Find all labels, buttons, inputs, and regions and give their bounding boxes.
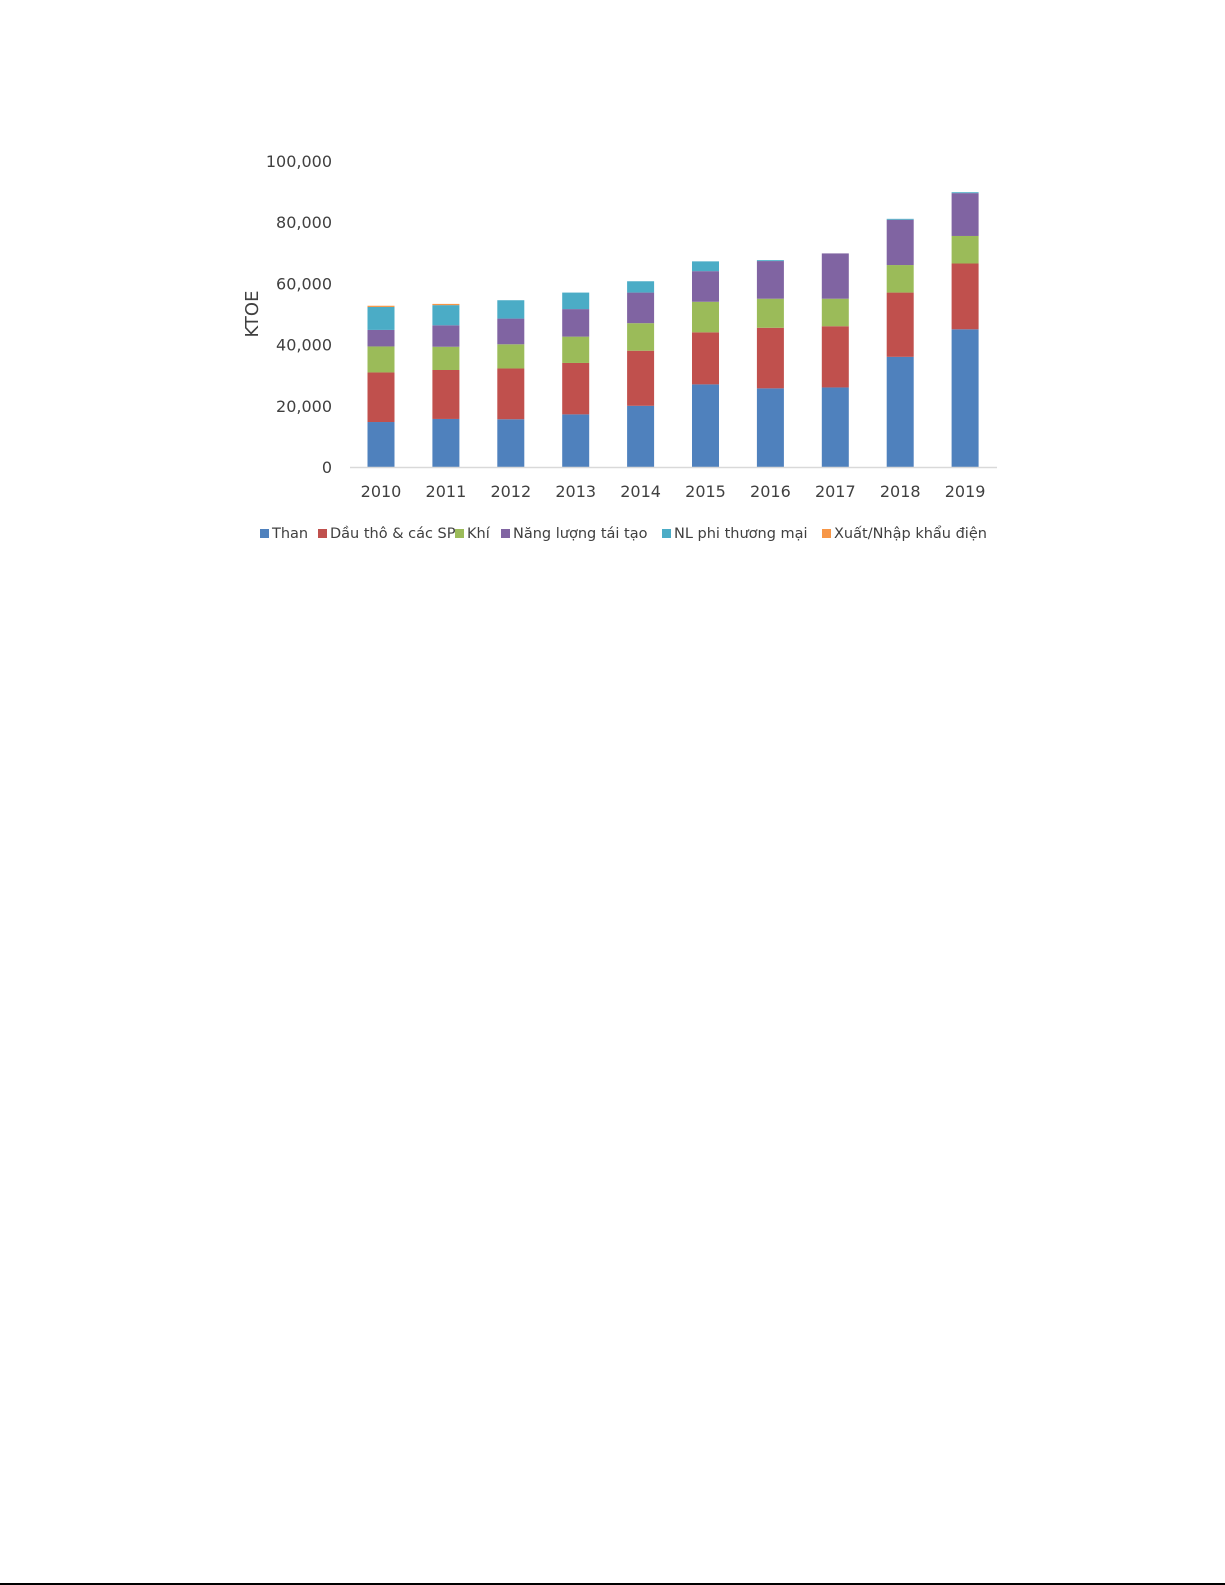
legend-label: Xuất/Nhập khẩu điện: [834, 525, 987, 542]
bar-segment-2017-series-3: [821, 253, 849, 299]
legend-item: NL phi thương mại: [662, 526, 808, 542]
bar-segment-2019-series-2: [951, 235, 979, 264]
bar-segment-2015-series-0: [692, 384, 719, 467]
bar-segment-2010-series-3: [367, 329, 395, 347]
bar-segment-2019-series-3: [951, 193, 979, 236]
bar-segment-2010-series-5: [367, 305, 395, 307]
bar-segment-2011-series-0: [432, 418, 460, 467]
bar-segment-2013-series-2: [562, 336, 590, 363]
bar-segment-2012-series-4: [497, 300, 525, 319]
bar-segment-2019-series-4: [951, 192, 979, 194]
y-tick-label: 20,000: [276, 397, 332, 416]
bar-segment-2019-series-1: [951, 263, 979, 330]
bars-group: [367, 192, 979, 467]
bar-segment-2018-series-1: [886, 292, 914, 357]
bar-segment-2010-series-4: [367, 306, 395, 330]
legend-label: NL phi thương mại: [674, 526, 808, 542]
legend-label: Dầu thô & các SP: [330, 526, 456, 542]
bar-segment-2014-series-4: [627, 281, 655, 293]
bar-segment-2015-series-3: [692, 271, 719, 302]
x-axis-ticks: 2010 2011 2012 2013 2014 2015 2016 2017 2018 2019: [361, 482, 986, 501]
y-tick-label: 40,000: [276, 336, 332, 355]
x-tick-label: 2010: [361, 482, 402, 501]
bar-segment-2012-series-1: [497, 368, 525, 420]
bar-segment-2016-series-3: [756, 261, 784, 299]
legend-item: Dầu thô & các SP: [318, 526, 456, 542]
bar-segment-2018-series-4: [886, 218, 914, 220]
bar-segment-2012-series-2: [497, 344, 525, 369]
bar-segment-2016-series-4: [756, 260, 784, 262]
x-tick-label: 2016: [750, 482, 791, 501]
legend-label: Khí: [467, 526, 491, 542]
legend-item: Than: [260, 526, 308, 542]
bar-segment-2011-series-4: [432, 305, 460, 326]
x-tick-label: 2015: [685, 482, 726, 501]
y-tick-label: 60,000: [276, 274, 332, 293]
y-tick-label: 100,000: [266, 152, 332, 171]
y-tick-label: 0: [322, 458, 332, 477]
x-tick-label: 2013: [555, 482, 596, 501]
y-axis-ticks: 0 20,000 40,000 60,000 80,000 100,000: [266, 152, 332, 477]
bar-segment-2012-series-3: [497, 318, 525, 345]
bar-segment-2013-series-3: [562, 309, 590, 337]
legend-item: Năng lượng tái tạo: [501, 526, 648, 542]
bar-segment-2016-series-1: [756, 327, 784, 389]
legend-item: Khí: [455, 526, 491, 542]
legend-label: Than: [271, 526, 308, 542]
legend-swatch: [822, 529, 831, 538]
bar-segment-2014-series-3: [627, 292, 655, 324]
legend: Than Dầu thô & các SP Khí Năng lượng tái tạ…: [260, 525, 987, 542]
bar-segment-2011-series-3: [432, 325, 460, 347]
x-tick-label: 2019: [945, 482, 986, 501]
legend-swatch: [662, 529, 671, 538]
chart-container: 0 20,000 40,000 60,000 80,000 100,000 2010 201…: [0, 0, 1225, 600]
x-tick-label: 2014: [620, 482, 661, 501]
bar-segment-2016-series-2: [756, 298, 784, 328]
x-tick-label: 2012: [490, 482, 531, 501]
x-tick-label: 2011: [426, 482, 467, 501]
bar-segment-2011-series-5: [432, 303, 460, 306]
bar-segment-2015-series-4: [692, 261, 719, 272]
bar-segment-2013-series-1: [562, 362, 590, 415]
bar-segment-2015-series-2: [692, 301, 719, 333]
bar-segment-2013-series-0: [562, 414, 590, 467]
page-bottom-rule: [0, 1583, 1225, 1585]
legend-swatch: [501, 529, 510, 538]
legend-label: Năng lượng tái tạo: [513, 526, 648, 542]
bar-segment-2014-series-0: [627, 405, 655, 467]
bar-segment-2017-series-0: [821, 387, 849, 467]
bar-segment-2010-series-1: [367, 372, 395, 423]
bar-segment-2018-series-3: [886, 219, 914, 266]
bar-segment-2011-series-1: [432, 369, 460, 419]
legend-item: Xuất/Nhập khẩu điện: [822, 525, 987, 542]
y-tick-label: 80,000: [276, 213, 332, 232]
bar-segment-2018-series-0: [886, 356, 914, 467]
x-tick-label: 2018: [880, 482, 921, 501]
bar-segment-2016-series-0: [756, 388, 784, 467]
legend-swatch: [455, 529, 464, 538]
y-axis-label: KTOE: [242, 291, 263, 338]
bar-segment-2014-series-2: [627, 323, 655, 351]
bar-segment-2010-series-2: [367, 346, 395, 373]
bar-segment-2014-series-1: [627, 350, 655, 406]
legend-swatch: [318, 529, 327, 538]
legend-swatch: [260, 529, 269, 538]
bar-segment-2011-series-2: [432, 346, 460, 370]
bar-segment-2015-series-1: [692, 332, 719, 385]
bar-segment-2018-series-2: [886, 265, 914, 293]
bar-segment-2017-series-1: [821, 326, 849, 388]
bar-segment-2017-series-2: [821, 298, 849, 327]
bar-segment-2010-series-0: [367, 422, 395, 467]
bar-segment-2013-series-4: [562, 292, 590, 310]
bar-segment-2019-series-0: [951, 329, 979, 467]
x-tick-label: 2017: [815, 482, 856, 501]
bar-segment-2012-series-0: [497, 419, 525, 467]
